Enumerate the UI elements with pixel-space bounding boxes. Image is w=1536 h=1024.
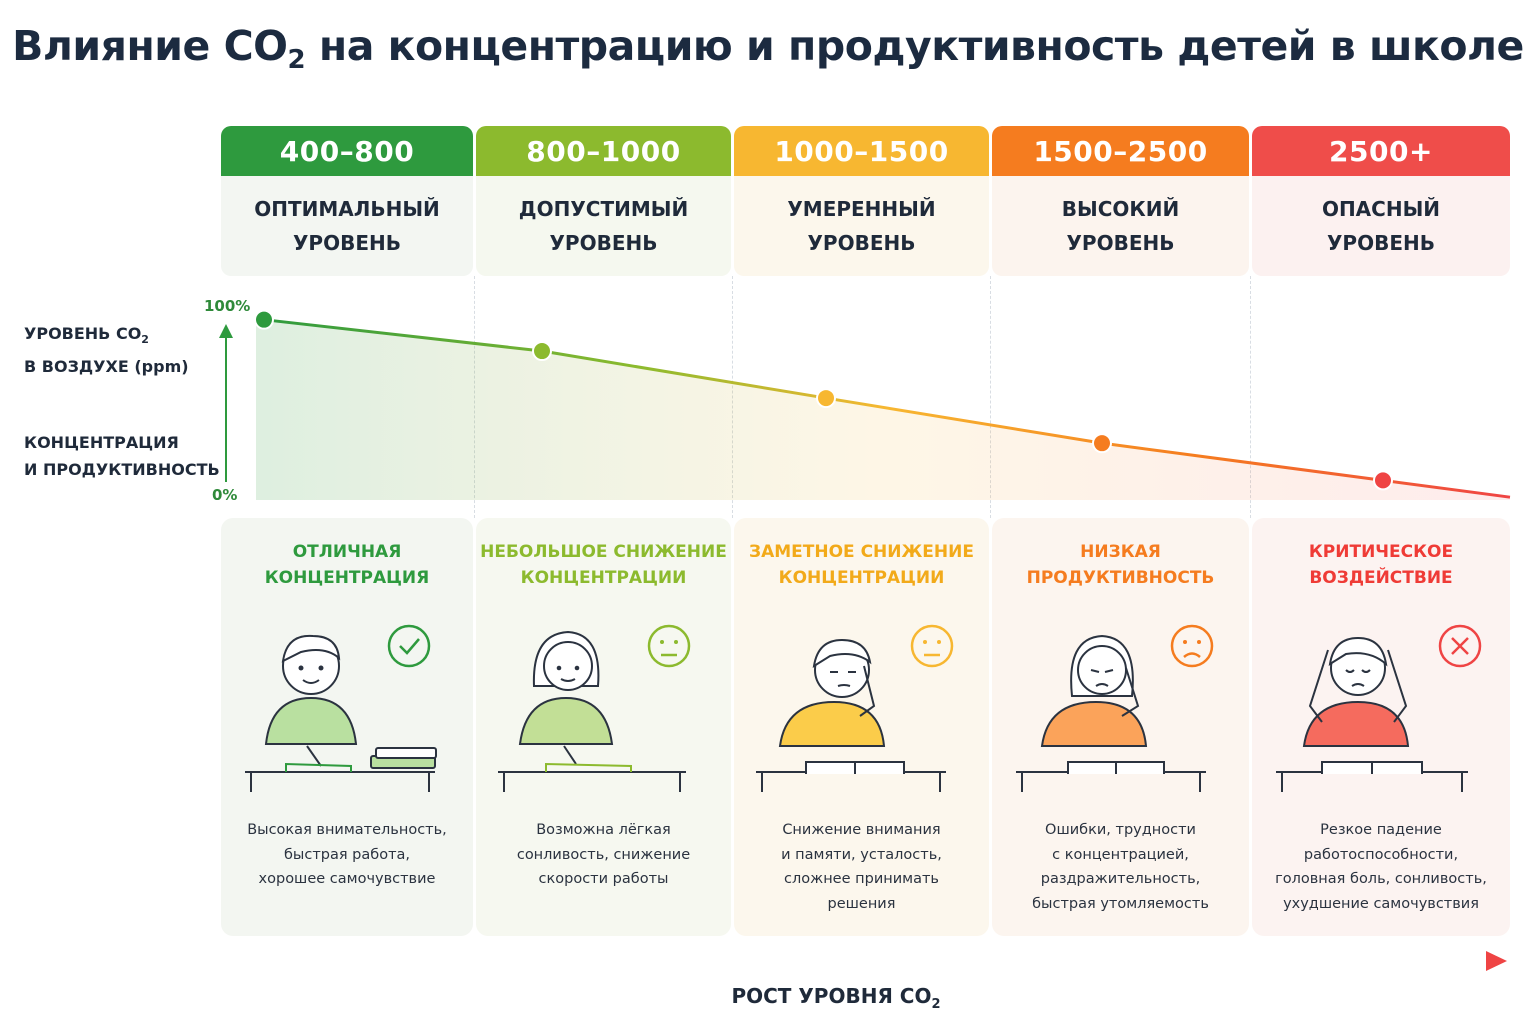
level-word: УРОВЕНЬ bbox=[1327, 231, 1435, 255]
level-name: ОПТИМАЛЬНЫЙ bbox=[254, 197, 440, 221]
productivity-line bbox=[263, 318, 1511, 499]
column-divider bbox=[474, 276, 475, 518]
effect-title-2: КОНЦЕНТРАЦИИ bbox=[520, 568, 687, 588]
child-at-desk-sad bbox=[1016, 624, 1214, 792]
y-axis-arrowhead bbox=[219, 324, 233, 338]
check-icon bbox=[387, 624, 431, 668]
y-axis-label-productivity: КОНЦЕНТРАЦИЯ И ПРОДУКТИВНОСТЬ bbox=[24, 433, 220, 479]
level-word: УРОВЕНЬ bbox=[1066, 231, 1175, 255]
page-title: Влияние CO2 на концентрацию и продуктивн… bbox=[12, 22, 1524, 75]
effect-title: НИЗКАЯ bbox=[1080, 542, 1161, 562]
column-divider bbox=[732, 276, 733, 518]
child-at-desk-tired bbox=[756, 624, 954, 792]
child-at-desk-neutral bbox=[498, 624, 691, 792]
effect-card-dangerous: КРИТИЧЕСКОЕ ВОЗДЕЙСТВИЕ Резкое падение ра… bbox=[1252, 518, 1510, 936]
effect-title-2: ВОЗДЕЙСТВИЕ bbox=[1309, 568, 1453, 588]
effect-title-2: КОНЦЕНТРАЦИЯ bbox=[264, 568, 430, 588]
x-axis-arrowhead bbox=[1486, 951, 1507, 971]
x-axis-label: РОСТ УРОВНЯ CO2 bbox=[731, 984, 941, 1012]
productivity-area bbox=[256, 319, 1510, 500]
effect-card-moderate: ЗАМЕТНОЕ СНИЖЕНИЕ КОНЦЕНТРАЦИИ Снижение в… bbox=[734, 518, 989, 936]
effect-title: ОТЛИЧНАЯ bbox=[292, 542, 402, 562]
y-tick-top: 100% bbox=[204, 297, 251, 315]
productivity-point bbox=[532, 341, 552, 362]
level-name: УМЕРЕННЫЙ bbox=[787, 197, 936, 221]
range-label: 2500+ bbox=[1252, 126, 1510, 176]
effect-description: Возможна лёгкая сонливость, снижение скоро… bbox=[516, 822, 691, 887]
level-header-optimal: 400–800 ОПТИМАЛЬНЫЙ УРОВЕНЬ bbox=[221, 126, 473, 276]
effect-title: ЗАМЕТНОЕ СНИЖЕНИЕ bbox=[749, 542, 974, 562]
effect-description: Ошибки, трудности с концентрацией, раздраж… bbox=[1032, 822, 1209, 912]
level-name: ВЫСОКИЙ bbox=[1061, 197, 1180, 221]
level-name: ДОПУСТИМЫЙ bbox=[518, 197, 689, 221]
effect-description: Высокая внимательность, быстрая работа, хо… bbox=[247, 822, 447, 887]
cross-icon bbox=[1438, 624, 1482, 668]
level-header-dangerous: 2500+ ОПАСНЫЙ УРОВЕНЬ bbox=[1252, 126, 1510, 276]
level-header-high: 1500–2500 ВЫСОКИЙ УРОВЕНЬ bbox=[992, 126, 1249, 276]
column-divider bbox=[990, 276, 991, 518]
effect-title-2: КОНЦЕНТРАЦИИ bbox=[778, 568, 945, 588]
range-label: 800–1000 bbox=[476, 126, 731, 176]
range-label: 400–800 bbox=[221, 126, 473, 176]
neutral-face-icon bbox=[910, 624, 954, 668]
level-word: УРОВЕНЬ bbox=[549, 231, 658, 255]
effect-card-optimal: ОТЛИЧНАЯ КОНЦЕНТРАЦИЯ Высокая внимательно… bbox=[221, 518, 473, 936]
effect-description: Снижение внимания и памяти, усталость, сло… bbox=[781, 822, 942, 912]
level-word: УРОВЕНЬ bbox=[293, 231, 401, 255]
y-tick-bottom: 0% bbox=[212, 486, 238, 504]
child-at-desk-happy bbox=[245, 624, 437, 792]
range-label: 1500–2500 bbox=[992, 126, 1249, 176]
effect-description: Резкое падение работоспособности, головна… bbox=[1275, 822, 1487, 912]
column-divider bbox=[1250, 276, 1251, 518]
range-label: 1000–1500 bbox=[734, 126, 989, 176]
level-word: УРОВЕНЬ bbox=[807, 231, 916, 255]
productivity-point bbox=[816, 388, 836, 409]
y-axis-label-co2: УРОВЕНЬ CO2 В ВОЗДУХЕ (ppm) bbox=[24, 324, 189, 377]
effect-card-high: НИЗКАЯ ПРОДУКТИВНОСТЬ Ошибки, трудности с … bbox=[992, 518, 1249, 936]
neutral-face-icon bbox=[647, 624, 691, 668]
effect-card-acceptable: НЕБОЛЬШОЕ СНИЖЕНИЕ КОНЦЕНТРАЦИИ Возможна … bbox=[476, 518, 731, 936]
sad-face-icon bbox=[1170, 624, 1214, 668]
level-header-moderate: 1000–1500 УМЕРЕННЫЙ УРОВЕНЬ bbox=[734, 126, 989, 276]
productivity-point bbox=[1373, 470, 1393, 491]
effect-title: КРИТИЧЕСКОЕ bbox=[1308, 542, 1454, 562]
level-name: ОПАСНЫЙ bbox=[1321, 197, 1441, 221]
effect-title-2: ПРОДУКТИВНОСТЬ bbox=[1026, 568, 1215, 588]
effect-title: НЕБОЛЬШОЕ СНИЖЕНИЕ bbox=[480, 542, 727, 562]
productivity-point bbox=[254, 309, 274, 330]
level-header-acceptable: 800–1000 ДОПУСТИМЫЙ УРОВЕНЬ bbox=[476, 126, 731, 276]
productivity-point bbox=[1092, 433, 1112, 454]
child-at-desk-headache bbox=[1276, 624, 1482, 792]
